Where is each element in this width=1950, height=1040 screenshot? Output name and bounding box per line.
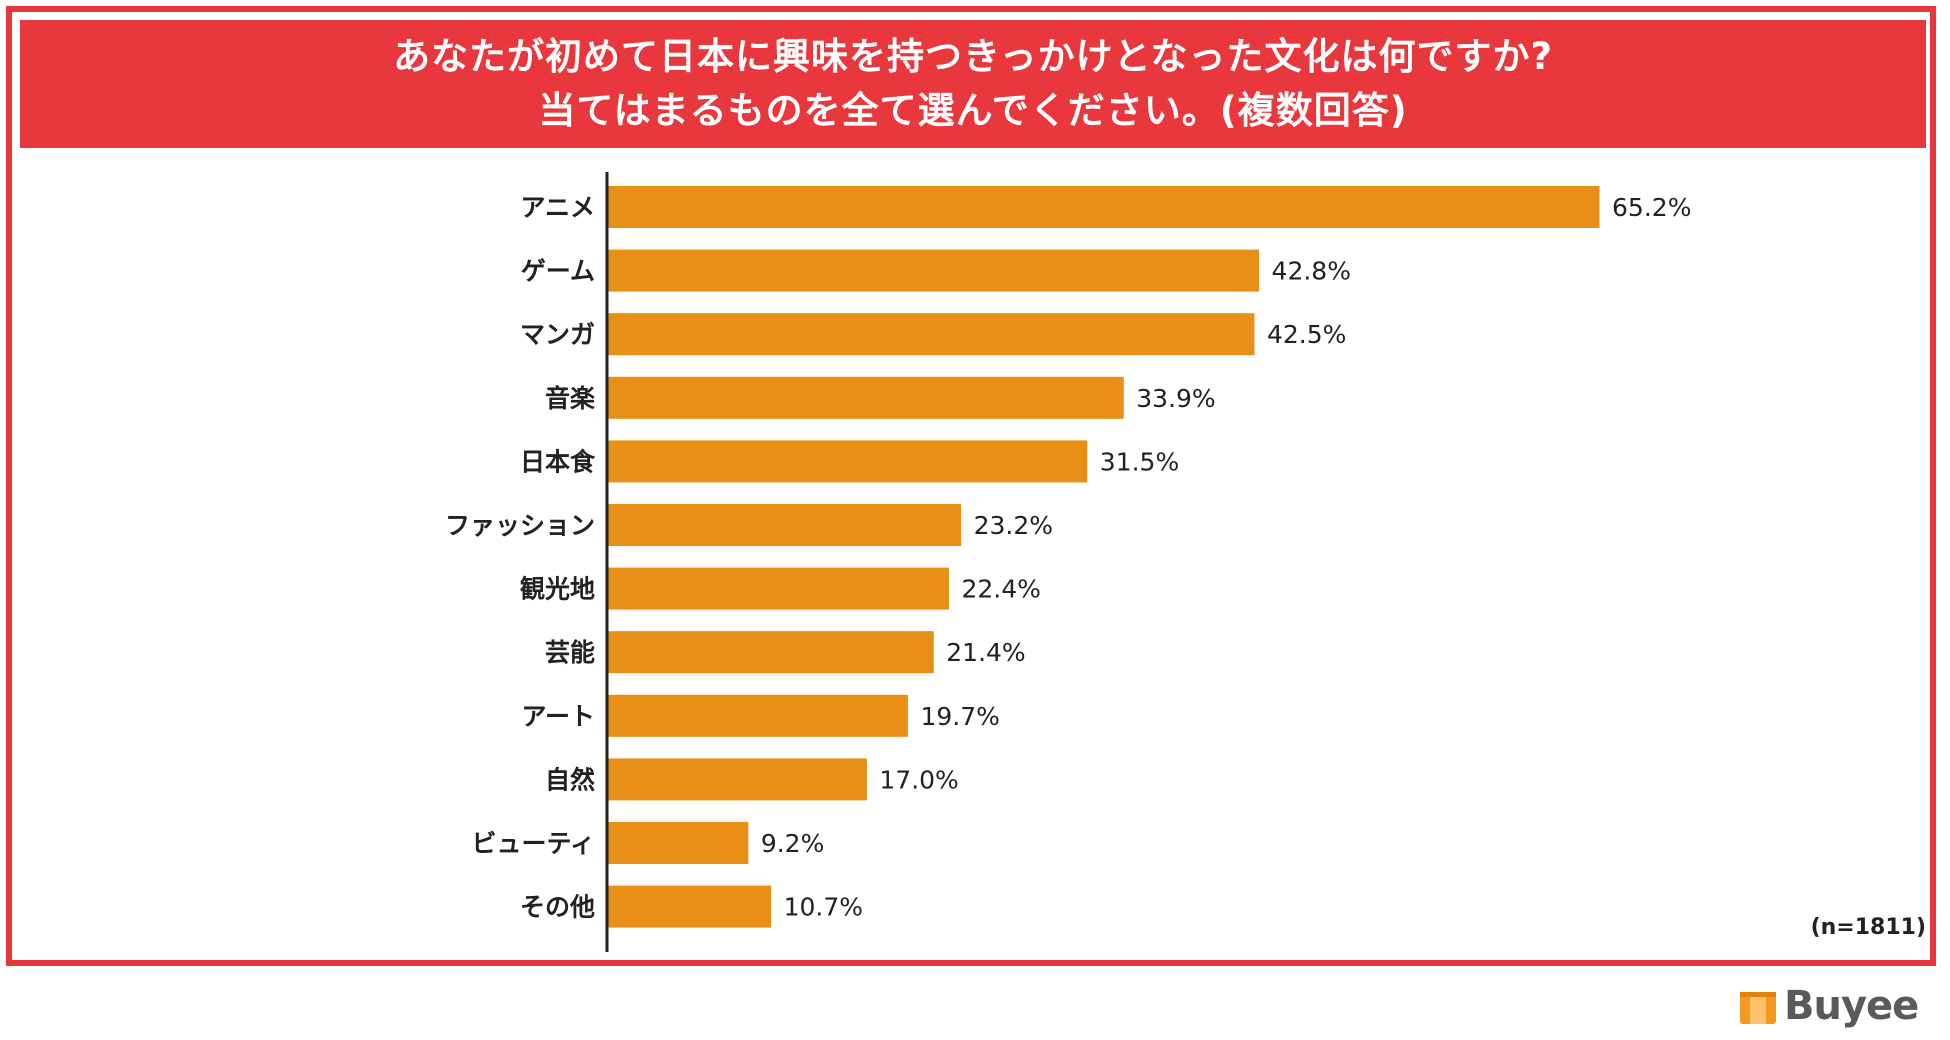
chart-frame — [6, 6, 1936, 966]
bar — [608, 313, 1255, 356]
brand-name: Buyee — [1784, 983, 1919, 1029]
bar — [608, 249, 1260, 292]
sample-size-note: (n=1811) — [1810, 915, 1926, 940]
bar — [608, 758, 867, 801]
value-label: 17.0% — [879, 765, 958, 794]
category-label: 音楽 — [545, 384, 596, 413]
category-label: 日本食 — [520, 447, 596, 476]
category-label: ビューティ — [471, 829, 595, 858]
bar — [608, 822, 749, 864]
value-label: 9.2% — [761, 829, 825, 858]
bar — [608, 631, 934, 674]
title-line-2: 当てはまるものを全て選んでください。(複数回答) — [538, 89, 1408, 132]
bar — [608, 440, 1088, 483]
bar — [608, 186, 1600, 228]
shopping-bag-icon — [1740, 992, 1776, 1024]
category-label: ゲーム — [521, 257, 595, 286]
category-label: アニメ — [520, 193, 595, 222]
value-label: 42.8% — [1272, 257, 1351, 286]
category-label: 芸能 — [545, 638, 595, 667]
category-label: ファッション — [445, 511, 595, 540]
value-label: 65.2% — [1612, 193, 1691, 222]
category-label: 観光地 — [520, 575, 595, 604]
bar — [608, 885, 772, 928]
brand-logo: Buyee — [1738, 982, 1919, 1030]
category-label: マンガ — [520, 320, 595, 349]
value-label: 19.7% — [920, 702, 999, 731]
value-label: 21.4% — [946, 638, 1025, 667]
value-label: 22.4% — [961, 575, 1040, 604]
value-label: 42.5% — [1267, 320, 1346, 349]
value-label: 33.9% — [1136, 384, 1215, 413]
title-line-1: あなたが初めて日本に興味を持つきっかけとなった文化は何ですか? — [393, 35, 1553, 78]
bars-layer: アニメ 65.2% ゲーム 42.8% マンガ 42.5% 音楽 33.9% 日本食 31.5% フ… — [445, 186, 1691, 928]
category-label: 自然 — [545, 765, 595, 794]
bar — [608, 376, 1124, 419]
value-label: 31.5% — [1100, 447, 1179, 476]
category-label: アート — [521, 702, 595, 731]
title-banner: あなたが初めて日本に興味を持つきっかけとなった文化は何ですか? 当てはまるものを… — [20, 20, 1926, 148]
bar — [608, 567, 949, 610]
category-label: その他 — [520, 893, 595, 922]
bar — [608, 504, 962, 546]
bar — [608, 694, 908, 737]
value-label: 10.7% — [784, 893, 863, 922]
value-label: 23.2% — [974, 511, 1053, 540]
